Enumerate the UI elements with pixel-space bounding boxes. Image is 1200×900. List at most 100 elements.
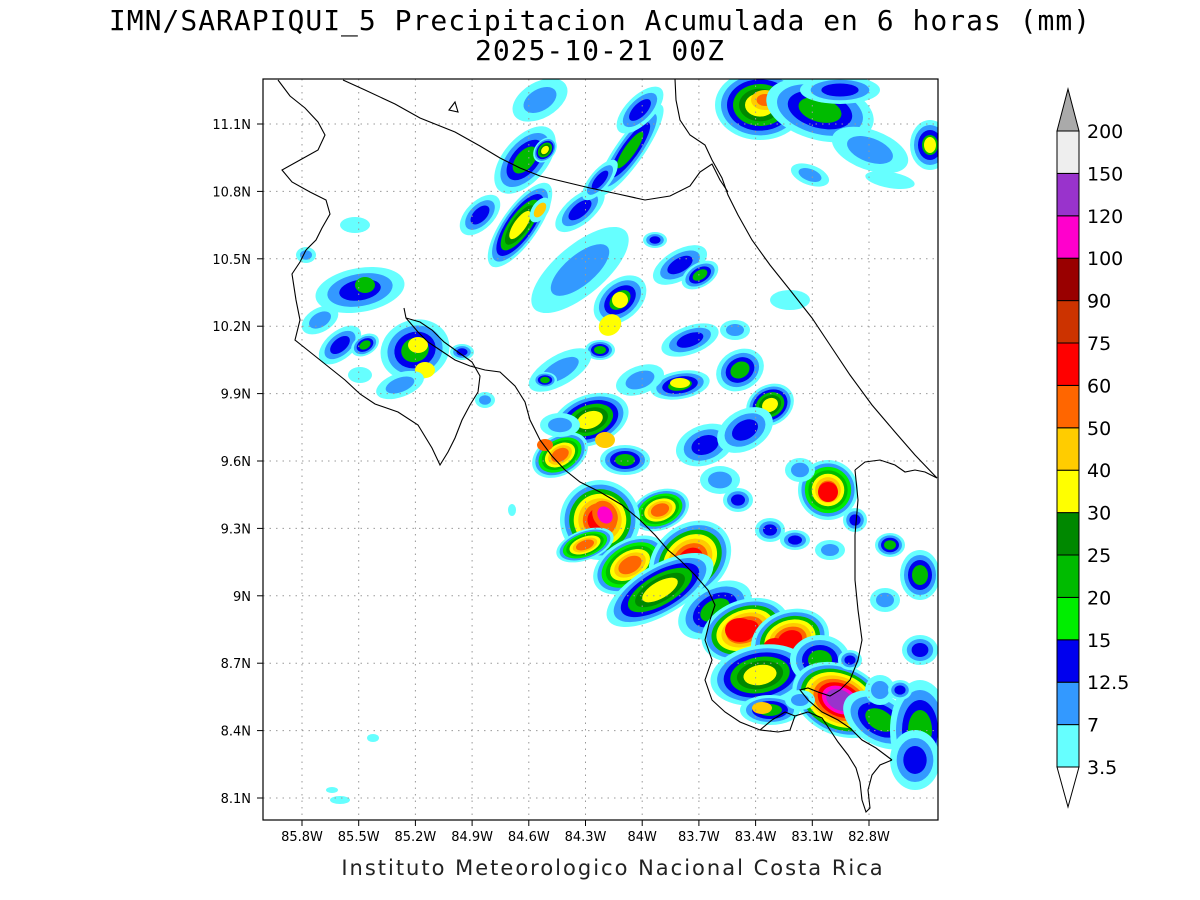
rain-cell [875,533,905,557]
rain-cell [376,370,424,400]
rain-cell [681,260,719,290]
legend-level-label: 150 [1087,163,1123,185]
rain-cell [924,137,936,153]
rain-cell [340,217,370,233]
rain-cell [670,378,690,388]
rain-cell [595,432,615,448]
rain-cell [818,482,838,502]
rain-cell [555,187,605,233]
rain-cell [508,504,516,516]
y-tick-label: 10.5N [212,253,251,268]
rain-cell [606,553,714,627]
legend-level-label: 7 [1087,715,1099,737]
y-tick-label: 9.6N [221,455,251,470]
legend-level-label: 200 [1087,121,1123,143]
rain-cell [616,86,664,134]
rain-cell [717,407,773,453]
rain-cell [661,323,719,357]
rain-cell [367,734,379,742]
rain-cell [902,635,938,665]
legend-swatch [1056,342,1080,386]
rain-cell [725,618,755,642]
rain-cell [900,550,938,600]
rain-cell [348,367,372,383]
nicaragua-coast-west [277,79,331,251]
rain-cell [870,588,900,612]
y-tick-label: 10.2N [212,320,251,335]
rain-cell [556,527,614,563]
rain-cell [815,540,845,560]
legend-level-label: 30 [1087,503,1111,525]
rain-cell [752,702,772,714]
x-tick-label: 84.9W [451,830,493,845]
legend-swatch [1056,681,1080,726]
legend-swatch [1056,130,1080,174]
x-tick-label: 84.6W [508,830,550,845]
legend-level-label: 15 [1087,630,1111,652]
legend-level-label: 100 [1087,248,1123,270]
rain-cell [475,392,495,408]
rain-cell [831,126,909,174]
rain-cell [529,197,551,223]
rain-cell [592,500,618,530]
rain-cell [600,445,650,475]
rain-cell [330,796,350,804]
x-tick-label: 83.7W [678,830,720,845]
rain-cell [865,675,895,705]
rain-cell [540,413,580,437]
y-tick-label: 10.8N [212,185,251,200]
lake-nicaragua-shore [342,79,729,201]
legend-swatch [1056,384,1080,429]
rain-cell [710,644,810,706]
map-subtitle-date: 2025-10-21 00Z [474,34,725,67]
rain-cell [318,325,362,365]
rain-cell [301,305,339,335]
rain-cell [785,690,815,710]
rain-cell [643,232,667,248]
rain-cell [700,466,740,494]
rain-cell [843,508,867,532]
legend-level-label: 12.5 [1087,672,1129,694]
legend-level-label: 60 [1087,375,1111,397]
coastline-borders [277,79,938,814]
rain-cell [450,344,474,360]
rain-cell [785,458,815,482]
y-tick-label: 9.3N [221,522,251,537]
rain-cell [616,364,664,396]
gulf-of-nicoya [405,317,893,814]
x-tick-label: 82.8W [848,830,890,845]
rain-cell [890,730,938,790]
legend-swatch [1056,172,1080,217]
rain-cell [326,787,338,793]
legend-swatch [1056,724,1080,768]
y-axis: 11.1N 10.8N 10.5N 10.2N 9.9N 9.6N 9.3N 9N 8.7N 8.… [212,118,263,807]
legend-swatch [1056,554,1080,598]
map-title: IMN/SARAPIQUI_5 Precipitacion Acumulada … [108,4,1092,37]
rain-cell [533,137,557,163]
precipitation-field [296,79,938,804]
rain-cell [790,163,830,187]
x-tick-label: 84W [627,830,657,845]
rain-cell [652,245,708,285]
legend-swatch [1056,596,1080,641]
rain-cell [716,348,764,392]
legend-swatch [1056,512,1080,556]
rain-cell [533,372,557,388]
legend-swatch [1056,215,1080,259]
rain-cell [800,79,880,104]
rain-cell [408,337,428,353]
pacific-coast-north [291,249,481,467]
legend-swatch [1056,469,1080,514]
legend-level-label: 25 [1087,545,1111,567]
x-axis: 85.8W 85.5W 85.2W 84.9W 84.6W 84.3W 84W 83.7W 83… [281,820,890,845]
rain-cell [582,159,618,201]
y-tick-label: 11.1N [212,118,251,133]
y-tick-label: 9N [233,590,251,605]
rain-cell [723,488,753,512]
legend-level-label: 120 [1087,206,1123,228]
rain-cell [355,277,375,293]
x-tick-label: 85.2W [394,830,436,845]
map-frame [262,78,939,821]
legend-swatch [1056,639,1080,683]
